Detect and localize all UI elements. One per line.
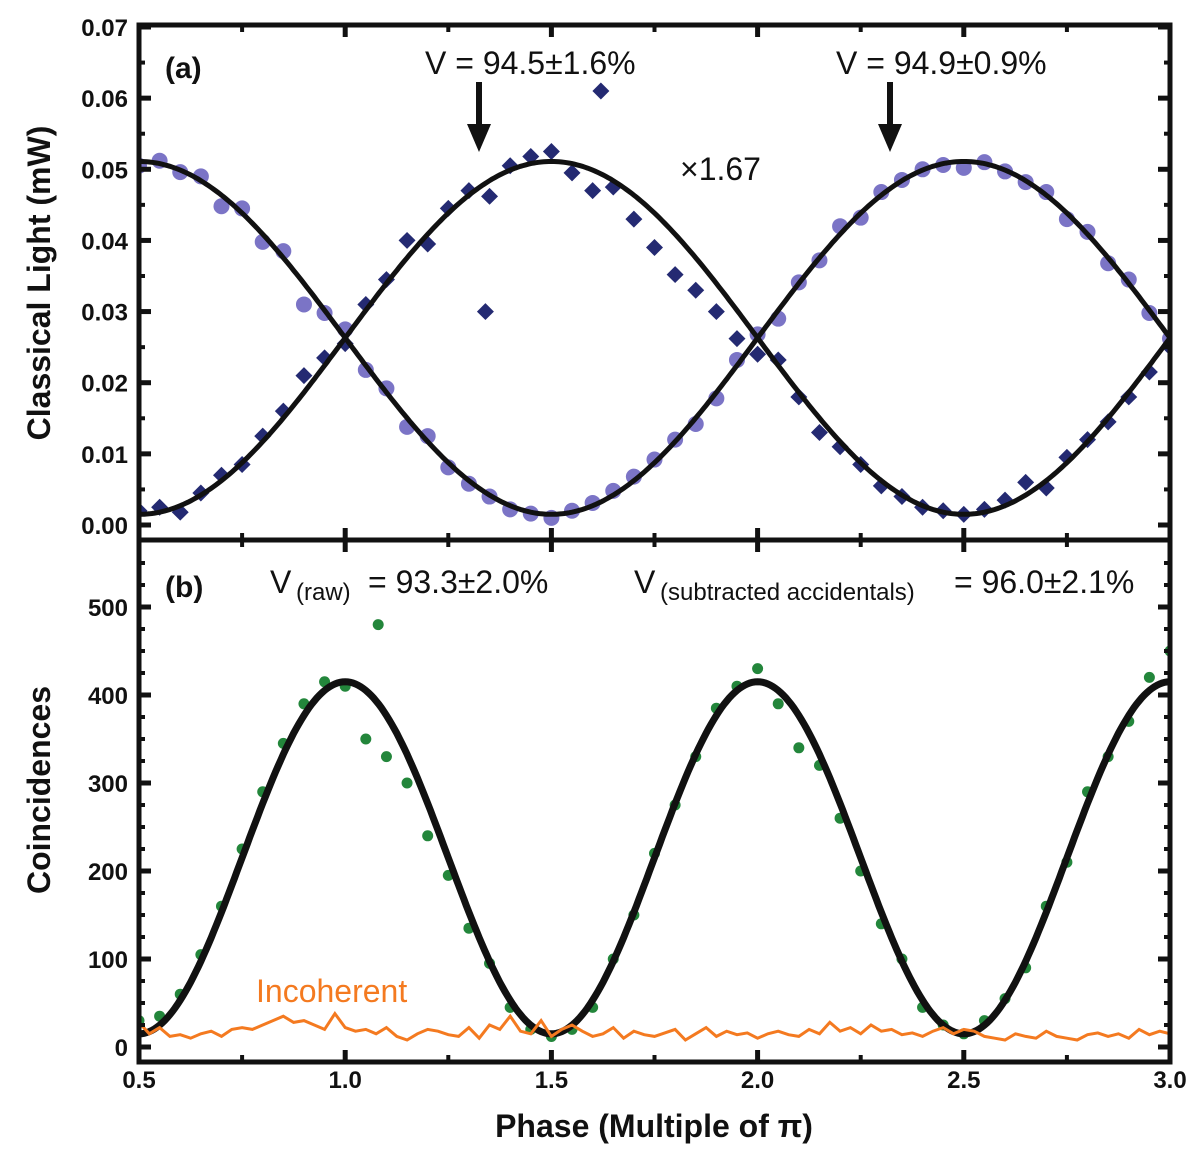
x-tick-label: 3.0	[1153, 1067, 1186, 1094]
coincidence-point	[372, 619, 384, 631]
axes-layer: 0.5 1.0 1.5 2.0 2.5 3.0 0.00 0.01 0.02 0.03 0.04 0.…	[81, 15, 1186, 1094]
diamond-point	[563, 164, 581, 182]
panel-a-label: (a)	[165, 52, 202, 85]
visibility-annotation-1: V = 94.5±1.6%	[425, 45, 636, 81]
diamond-point	[687, 281, 705, 299]
diamond-point	[295, 367, 313, 385]
coincidence-point	[422, 830, 434, 842]
x-tick-label: 0.5	[122, 1067, 155, 1094]
diamond-point	[625, 210, 643, 228]
coincidence-point	[793, 742, 805, 754]
vraw-value: = 93.3±2.0%	[368, 564, 548, 600]
vsub-subscript: (subtracted accidentals)	[660, 579, 915, 606]
x-tick-label: 2.0	[741, 1067, 774, 1094]
x-tick-label: 2.5	[947, 1067, 980, 1094]
coincidence-point	[752, 663, 764, 675]
scale-annotation: ×1.67	[680, 151, 761, 187]
coincidence-point	[380, 751, 392, 763]
diamond-point	[707, 303, 725, 321]
panel-a-data	[139, 82, 1170, 526]
x-tick-label: 1.5	[535, 1067, 568, 1094]
fit-curve-circles	[139, 159, 1170, 517]
vraw-v: V	[270, 564, 292, 600]
diamond-point	[439, 199, 457, 217]
x-axis-label: Phase (Multiple of π)	[495, 1108, 813, 1144]
fit-curve-diamonds	[139, 159, 1170, 517]
y-axis-label-top: Classical Light (mW)	[21, 126, 57, 441]
panel-b-data	[139, 619, 1170, 1042]
diamond-point	[542, 143, 560, 160]
diamond-point	[584, 182, 602, 200]
y-tick-label-a: 0.03	[81, 300, 128, 327]
vsub-value: = 96.0±2.1%	[954, 564, 1134, 600]
y-tick-label-b: 400	[88, 683, 128, 710]
coincidence-point	[401, 777, 413, 789]
fit-curve-coincidences	[139, 678, 1170, 1038]
y-tick-label-a: 0.00	[81, 513, 128, 540]
y-tick-label-b: 500	[88, 595, 128, 622]
y-tick-label-b: 100	[88, 947, 128, 974]
y-axis-label-bottom: Coincidences	[21, 686, 57, 894]
y-tick-label-b: 300	[88, 771, 128, 798]
light-point	[213, 198, 230, 215]
incoherent-label: Incoherent	[256, 973, 407, 1009]
diamond-point	[749, 345, 767, 363]
y-tick-label-a: 0.05	[81, 157, 128, 184]
diamond-point	[666, 266, 684, 284]
y-tick-label-b: 0	[115, 1035, 128, 1062]
arrow-2	[878, 82, 902, 152]
diamond-point	[1017, 473, 1035, 491]
visibility-annotation-2: V = 94.9±0.9%	[836, 45, 1047, 81]
x-tick-label: 1.0	[329, 1067, 362, 1094]
coincidence-point	[360, 733, 372, 745]
light-point	[295, 296, 312, 313]
coincidence-point	[772, 698, 784, 710]
y-tick-label-a: 0.01	[81, 442, 128, 469]
diamond-point	[646, 239, 663, 257]
diamond-point	[592, 82, 610, 100]
arrow-1	[467, 82, 491, 152]
coincidence-point	[1143, 671, 1155, 683]
vsub-v: V	[634, 564, 656, 600]
diamond-point	[728, 330, 746, 348]
diamond-point	[398, 231, 416, 249]
y-tick-label-a: 0.04	[81, 228, 128, 255]
y-tick-label-a: 0.07	[81, 15, 128, 42]
y-tick-label-b: 200	[88, 859, 128, 886]
diamond-point	[810, 424, 828, 441]
y-tick-label-a: 0.06	[81, 86, 128, 113]
y-tick-label-a: 0.02	[81, 371, 128, 398]
data-layer	[139, 82, 1170, 1042]
diamond-point	[336, 335, 354, 353]
vraw-subscript: (raw)	[296, 579, 351, 606]
panel-b-label: (b)	[165, 571, 203, 604]
diamond-point	[476, 303, 494, 321]
diamond-point	[481, 187, 499, 205]
incoherent-line	[139, 1010, 1170, 1042]
